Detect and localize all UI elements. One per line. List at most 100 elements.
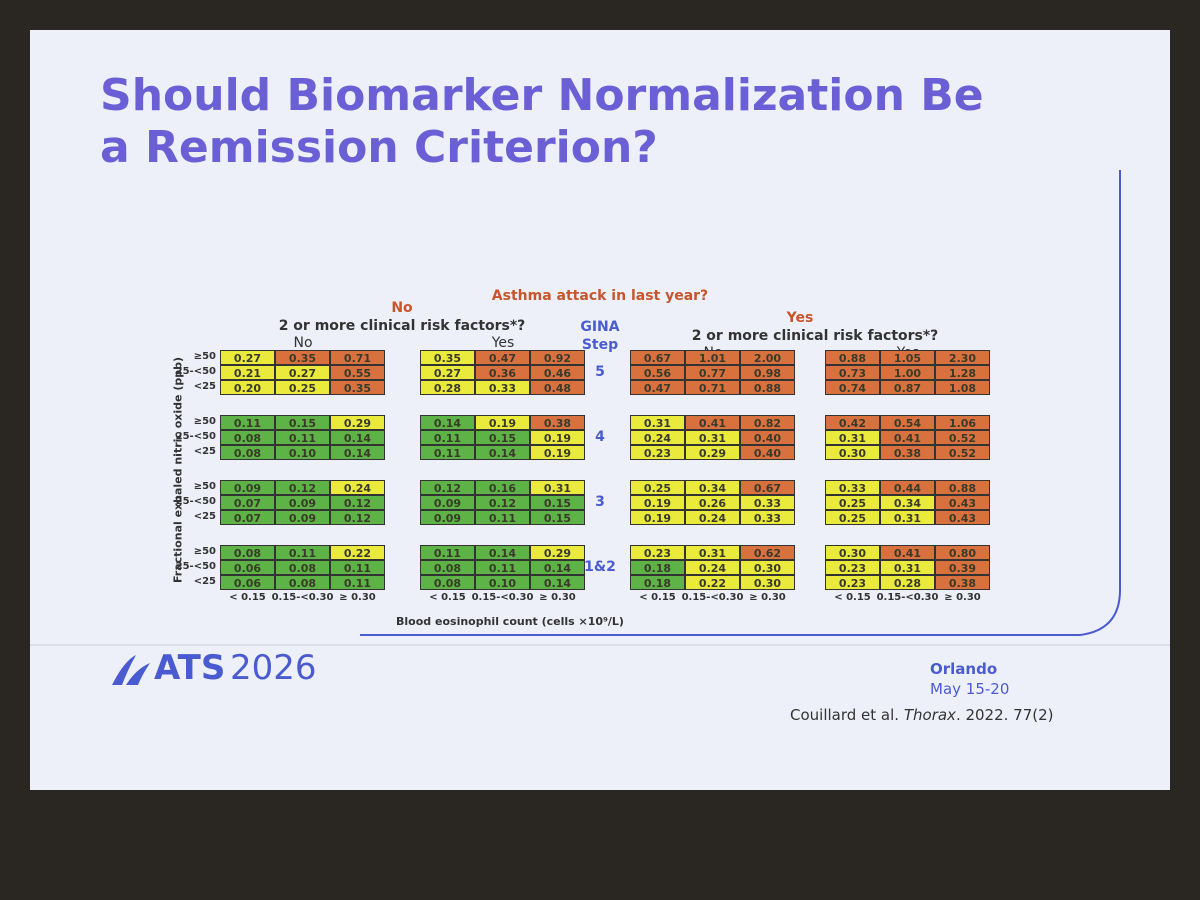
cell: 0.15 [475,430,530,445]
cell: 0.31 [630,415,685,430]
slide: Should Biomarker Normalization Be a Remi… [30,30,1170,790]
slide-title: Should Biomarker Normalization Be a Remi… [100,70,984,173]
cell: 0.67 [740,480,795,495]
column-tick-label: ≥ 0.30 [944,592,981,603]
cell: 0.07 [220,510,275,525]
logo-text: ATS [154,648,226,688]
cell: 0.14 [475,545,530,560]
cell: 0.25 [275,380,330,395]
row-label: ≥50 [193,546,216,557]
group-subheader: 2 or more clinical risk factors*? [691,328,939,344]
citation-authors: Couillard et al. [790,706,900,724]
cell: 0.92 [530,350,585,365]
cell: 0.29 [530,545,585,560]
cell: 0.23 [825,560,880,575]
cell: 0.31 [880,510,935,525]
cell: 0.41 [880,545,935,560]
cell: 0.14 [530,575,585,590]
cell: 0.10 [275,445,330,460]
group-subheader: 2 or more clinical risk factors*? [278,318,526,334]
decoration [30,170,1170,685]
column-tick-label: 0.15-<0.30 [271,592,334,603]
cell: 0.98 [740,365,795,380]
cell: 0.11 [275,545,330,560]
cell: 0.10 [475,575,530,590]
logo-year: 2026 [230,648,317,688]
y-axis-label: Fractional exhaled nitric oxide (ppb) [171,356,185,584]
cell: 0.88 [935,480,990,495]
cell: 0.24 [330,480,385,495]
cell: 0.14 [530,560,585,575]
cell: 0.88 [825,350,880,365]
city: Orlando [930,660,998,678]
cell: 0.08 [420,560,475,575]
dates: May 15-20 [930,680,1010,698]
cell: 0.42 [825,415,880,430]
cell: 0.09 [220,480,275,495]
cell: 0.08 [220,430,275,445]
column-tick-label: < 0.15 [834,592,871,603]
cell: 0.11 [420,430,475,445]
cell: 0.48 [530,380,585,395]
cell: 0.22 [685,575,740,590]
citation-rest: . 2022. 77(2) [955,706,1054,724]
cell: 0.71 [330,350,385,365]
cell: 0.27 [420,365,475,380]
cell: 0.33 [825,480,880,495]
cell: 0.23 [630,445,685,460]
row-label: <25 [193,381,216,392]
cell: 0.44 [880,480,935,495]
cell: 0.52 [935,445,990,460]
cell: 0.29 [685,445,740,460]
cell: 0.35 [330,380,385,395]
cell: 0.88 [740,380,795,395]
cell: 0.20 [220,380,275,395]
cell: 0.11 [220,415,275,430]
column-tick-label: < 0.15 [229,592,266,603]
row-label: 25-<50 [175,431,216,442]
cell: 2.00 [740,350,795,365]
row-label: 25-<50 [175,496,216,507]
cell: 0.27 [275,365,330,380]
cell: 0.80 [935,545,990,560]
row-label: <25 [193,576,216,587]
cell: 0.56 [630,365,685,380]
cell: 0.55 [330,365,385,380]
cell: 0.34 [685,480,740,495]
cell: 1.06 [935,415,990,430]
cell: 0.08 [220,545,275,560]
cell: 0.08 [220,445,275,460]
cell: 0.35 [275,350,330,365]
cell: 0.16 [475,480,530,495]
cell: 0.82 [740,415,795,430]
cell: 0.28 [420,380,475,395]
cell: 0.12 [330,510,385,525]
cell: 0.31 [880,560,935,575]
cell: 0.52 [935,430,990,445]
cell: 0.43 [935,510,990,525]
cell: 0.11 [420,445,475,460]
row-label: <25 [193,446,216,457]
column-tick-label: ≥ 0.30 [749,592,786,603]
cell: 0.18 [630,560,685,575]
cell: 0.06 [220,575,275,590]
cell: 0.15 [530,495,585,510]
step-label: 3 [595,494,605,510]
row-label: 25-<50 [175,561,216,572]
cell: 0.40 [740,445,795,460]
cell: 0.08 [420,575,475,590]
cell: 0.15 [530,510,585,525]
cell: 0.77 [685,365,740,380]
cell: 0.11 [330,575,385,590]
cell: 0.22 [330,545,385,560]
cell: 0.18 [630,575,685,590]
cell: 0.19 [475,415,530,430]
cell: 0.24 [685,510,740,525]
cell: 0.31 [685,430,740,445]
column-tick-label: 0.15-<0.30 [681,592,744,603]
cell: 0.40 [740,430,795,445]
cell: 0.09 [420,510,475,525]
cell: 0.54 [880,415,935,430]
cell: 1.08 [935,380,990,395]
cell: 0.38 [880,445,935,460]
